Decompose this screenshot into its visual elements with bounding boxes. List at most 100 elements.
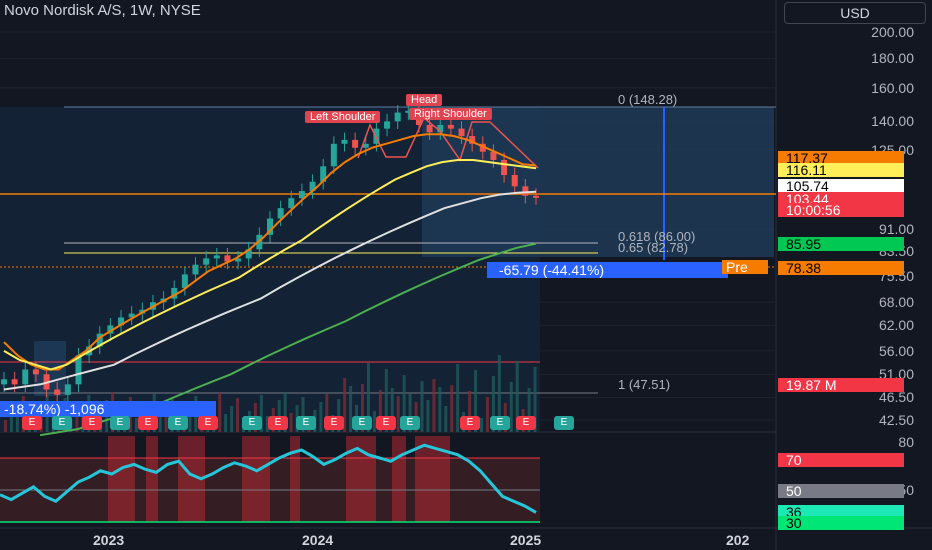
volume-bar (349, 386, 353, 432)
earnings-badge[interactable]: E (376, 416, 396, 430)
earnings-badge[interactable]: E (490, 416, 510, 430)
measure-label-right: -65.79 (-44.41%) (487, 262, 728, 278)
volume-bar (75, 411, 79, 432)
x-label-2024: 2024 (302, 532, 334, 548)
candle-body (288, 198, 295, 209)
price-tag-3: 103.44 (778, 192, 904, 206)
earnings-badge[interactable]: E (52, 416, 72, 430)
candle-body (235, 258, 242, 262)
volume-bar (325, 394, 329, 432)
earnings-badge[interactable]: E (110, 416, 130, 430)
volume-bar (485, 397, 489, 432)
earnings-badge[interactable]: E (554, 416, 574, 430)
volume-bar (337, 399, 341, 432)
rsi-overbought-zone-7 (392, 436, 406, 522)
volume-bar (509, 382, 513, 432)
volume-bar (319, 402, 323, 432)
volume-bar (426, 400, 430, 432)
x-label-202: 202 (726, 532, 750, 548)
volume-bar (265, 416, 269, 432)
volume-bar (289, 413, 293, 432)
earnings-badge[interactable]: E (516, 416, 536, 430)
earnings-badge[interactable]: E (22, 416, 42, 430)
candle-body (479, 143, 486, 152)
candle-body (405, 110, 412, 113)
candle-body (245, 249, 252, 259)
volume-bar (527, 388, 531, 432)
volume-bar (259, 395, 263, 432)
candle-body (192, 264, 199, 275)
candle-body (533, 195, 539, 198)
volume-bar (402, 375, 406, 432)
candle-body (426, 124, 433, 133)
earnings-badge[interactable]: E (242, 416, 262, 430)
candle-body (437, 124, 444, 133)
volume-bar (390, 388, 394, 432)
candle-body (64, 384, 71, 395)
price-tag-4: 10:00:56 (778, 203, 904, 217)
volume-bar (468, 391, 472, 432)
volume-bar (366, 363, 370, 432)
earnings-badge[interactable]: E (400, 416, 420, 430)
candle-body (54, 389, 61, 395)
earnings-badge[interactable]: E (168, 416, 188, 430)
volume-bar (15, 404, 19, 432)
volume-bar (283, 392, 287, 432)
price-tick-3: 140.00 (871, 113, 914, 130)
rsi-line (0, 443, 537, 514)
candle-body (309, 181, 316, 192)
rsi-overbought-zone-1 (146, 436, 158, 522)
earnings-badge[interactable]: E (198, 416, 218, 430)
price-tick-1: 180.00 (871, 50, 914, 67)
candle-body (490, 151, 497, 160)
volume-bar (164, 407, 168, 432)
candle-body (107, 325, 114, 334)
pre-market-label: Pre (722, 260, 768, 274)
rsi-tag-3: 30 (778, 516, 904, 530)
volume-bar (378, 390, 382, 432)
x-label-2023: 2023 (93, 532, 125, 548)
earnings-badge[interactable]: E (460, 416, 480, 430)
volume-bar (384, 369, 388, 432)
head-shoulders-pattern (357, 116, 539, 169)
fib-zone (422, 107, 774, 257)
volume-bar (134, 418, 138, 432)
earnings-badge[interactable]: E (296, 416, 316, 430)
ema-white-line (3, 190, 537, 391)
rsi-tag-0: 70 (778, 453, 904, 467)
volume-bar (438, 387, 442, 432)
volume-bar (361, 384, 364, 432)
fib-label-1: 1 (47.51) (618, 377, 671, 392)
candle-body (447, 124, 454, 129)
ema-yellow-line (3, 159, 537, 371)
pattern-left-shoulder-label: Left Shoulder (305, 111, 381, 123)
price-tag-5: 85.95 (778, 237, 904, 251)
candle-body (96, 333, 103, 347)
price-tag-0: 117.37 (778, 151, 904, 165)
price-tick-6: 68.00 (878, 294, 914, 311)
candle-body (341, 139, 348, 144)
currency-button[interactable]: USD (784, 2, 926, 24)
fib-label-0: 0 (148.28) (618, 92, 678, 107)
earnings-badge[interactable]: E (138, 416, 158, 430)
earnings-badge[interactable]: E (82, 416, 102, 430)
volume-bar (408, 394, 412, 432)
earnings-badge[interactable]: E (324, 416, 344, 430)
candle-body (1, 379, 7, 385)
ema-orange-line (3, 133, 537, 371)
price-tag-7: 19.87 M (778, 378, 904, 392)
candle-body (22, 369, 29, 385)
volume-bar (343, 378, 347, 432)
earnings-badge[interactable]: E (268, 416, 288, 430)
candle-body (320, 166, 327, 182)
volume-bar (372, 411, 376, 432)
volume-bar (450, 385, 454, 432)
volume-bar (236, 398, 240, 432)
candle-body (11, 379, 18, 385)
earnings-badge[interactable]: E (352, 416, 372, 430)
price-tag-6: 78.38 (778, 261, 904, 275)
price-tick-7: 62.00 (878, 317, 914, 334)
volume-bar (480, 418, 483, 432)
candle-body (469, 136, 476, 144)
